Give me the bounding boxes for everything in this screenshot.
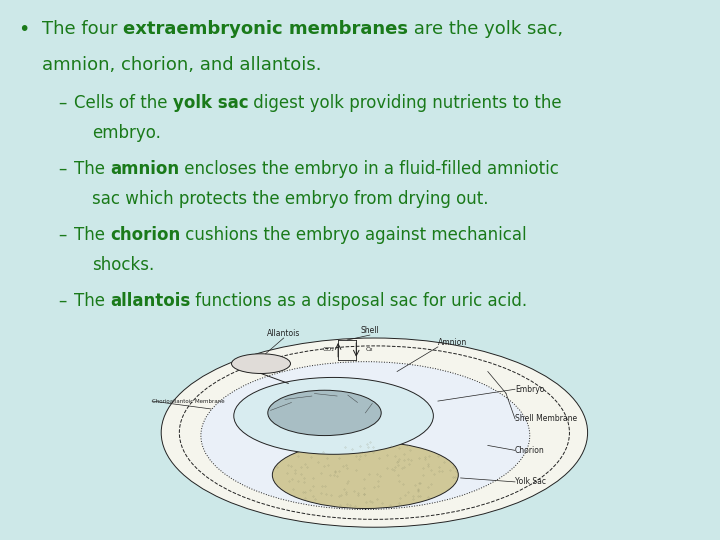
Ellipse shape [234,377,433,454]
Text: cushions the embryo against mechanical: cushions the embryo against mechanical [181,226,527,244]
Text: –: – [58,94,66,112]
Text: Shell: Shell [361,326,379,335]
Text: Embryo: Embryo [515,385,544,394]
Text: The four: The four [42,20,123,38]
Text: digest yolk providing nutrients to the: digest yolk providing nutrients to the [248,94,562,112]
Text: Cells of the: Cells of the [74,94,173,112]
Text: Allantois: Allantois [267,329,300,338]
Text: amnion, chorion, and allantois.: amnion, chorion, and allantois. [42,56,322,74]
Text: functions as a disposal sac for uric acid.: functions as a disposal sac for uric aci… [191,292,528,310]
Text: embryo.: embryo. [92,124,161,142]
Text: O₂: O₂ [366,347,374,352]
Text: sac which protects the embryo from drying out.: sac which protects the embryo from dryin… [92,190,488,208]
Text: CO₂: CO₂ [323,347,335,352]
Text: The: The [74,226,110,244]
Ellipse shape [161,338,588,527]
Text: extraembryonic membranes: extraembryonic membranes [123,20,408,38]
Text: The: The [74,292,110,310]
Text: Shell Membrane: Shell Membrane [515,414,577,423]
Text: –: – [58,292,66,310]
Text: amnion: amnion [110,160,179,178]
Ellipse shape [268,390,381,436]
Text: Chorion: Chorion [515,446,545,455]
Text: are the yolk sac,: are the yolk sac, [408,20,563,38]
Text: –: – [58,160,66,178]
Ellipse shape [201,362,530,510]
Text: shocks.: shocks. [92,256,154,274]
Ellipse shape [272,442,459,509]
Text: Amnion: Amnion [438,338,467,347]
Text: chorion: chorion [110,226,181,244]
Text: Yolk Sac: Yolk Sac [515,477,546,487]
Text: encloses the embryo in a fluid-filled amniotic: encloses the embryo in a fluid-filled am… [179,160,559,178]
Text: •: • [18,20,30,39]
Text: allantois: allantois [110,292,191,310]
Text: Chorioallantoic Membrane: Chorioallantoic Membrane [152,399,225,403]
Text: The: The [74,160,110,178]
Ellipse shape [232,354,290,374]
Text: –: – [58,226,66,244]
Text: yolk sac: yolk sac [173,94,248,112]
